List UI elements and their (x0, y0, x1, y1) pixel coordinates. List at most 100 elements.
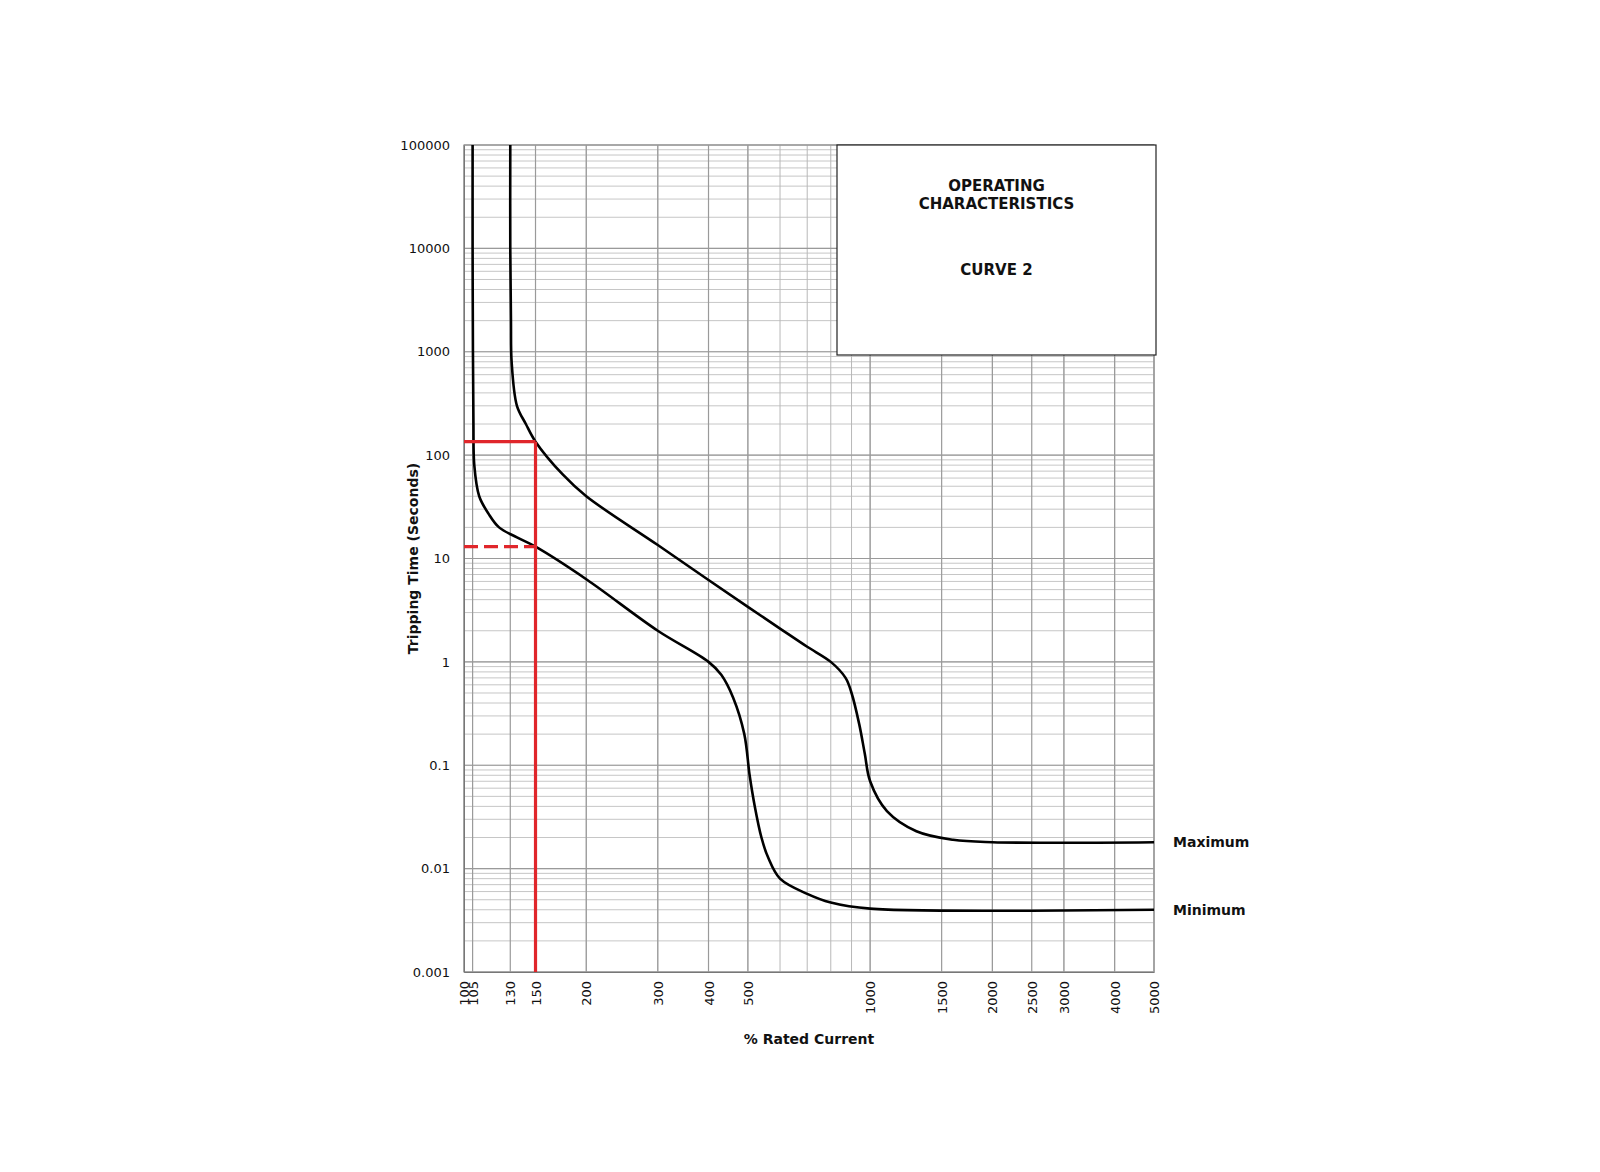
grid-line (464, 765, 1154, 766)
x-tick-label: 150 (529, 981, 544, 1006)
title: OPERATINGCHARACTERISTICS (919, 177, 1075, 213)
minor-grid-line (464, 775, 1154, 776)
y-tick-label: 100000 (400, 138, 450, 153)
y-tick: 0.1 (429, 758, 464, 773)
minor-grid-line (464, 563, 1154, 564)
minor-grid-line (464, 558, 1154, 559)
minor-grid-line (464, 581, 1154, 582)
minor-grid-line (464, 574, 1154, 575)
minor-grid-line (464, 884, 1154, 885)
x-tick: 2000 (985, 972, 1000, 1014)
y-tick-label: 1 (442, 655, 450, 670)
x-axis-title: % Rated Current (744, 1031, 875, 1047)
x-tick: 105 (466, 972, 481, 1006)
title-box (837, 145, 1156, 355)
y-tick-label: 0.01 (421, 861, 450, 876)
minor-grid-line (464, 599, 1154, 600)
x-tick: 2500 (1025, 972, 1040, 1014)
minor-grid-line (464, 891, 1154, 892)
minor-grid-line (464, 734, 1154, 735)
minor-grid-line (464, 692, 1154, 693)
minor-grid-line (464, 922, 1154, 923)
reference-line-horizontal (464, 440, 536, 443)
minor-grid-line (464, 496, 1154, 497)
minor-grid-line (464, 671, 1154, 672)
x-tick-label: 400 (702, 981, 717, 1006)
minor-grid-line (464, 715, 1154, 716)
grid-line (464, 661, 1154, 662)
minor-grid-line (464, 405, 1154, 406)
minor-grid-line (464, 424, 1154, 425)
minor-grid-line (464, 769, 1154, 770)
minor-grid-line (464, 459, 1154, 460)
y-tick: 100 (425, 448, 464, 463)
minor-grid-line (464, 781, 1154, 782)
minor-grid-line (464, 765, 1154, 766)
grid-line (464, 455, 1154, 456)
x-tick-label: 1500 (935, 981, 950, 1014)
minor-grid-line (464, 703, 1154, 704)
x-tick: 130 (503, 972, 518, 1006)
minor-grid-line (464, 509, 1154, 510)
y-tick-label: 0.1 (429, 758, 450, 773)
y-tick: 100000 (400, 138, 464, 153)
reference-line-vertical (534, 442, 537, 972)
x-axis: 1001051301502003004005001000150020002500… (457, 972, 1162, 1014)
title-line: CHARACTERISTICS (919, 195, 1075, 213)
x-tick-label: 4000 (1108, 981, 1123, 1014)
y-tick: 10000 (409, 241, 464, 256)
minor-grid-line (464, 612, 1154, 613)
minor-grid-line (464, 589, 1154, 590)
grid-line (464, 868, 1154, 869)
y-tick: 1000 (417, 344, 464, 359)
title-line: OPERATING (948, 177, 1045, 195)
minor-grid-line (464, 392, 1154, 393)
minor-grid-line (464, 788, 1154, 789)
minor-grid-line (464, 868, 1154, 869)
grid-line (535, 145, 536, 972)
x-tick: 200 (579, 972, 594, 1006)
y-axis: 0.001 0.01 0.1 1 10 100 1000 10000 100000 (400, 138, 464, 980)
minor-grid-line (464, 630, 1154, 631)
x-tick: 300 (651, 972, 666, 1006)
x-tick: 5000 (1147, 972, 1162, 1014)
x-axis-line (465, 972, 1155, 973)
y-tick-label: 1000 (417, 344, 450, 359)
x-tick: 500 (741, 972, 756, 1006)
x-tick-label: 5000 (1147, 981, 1162, 1014)
x-tick-label: 105 (466, 981, 481, 1006)
x-tick: 1000 (863, 972, 878, 1014)
x-tick-label: 130 (503, 981, 518, 1006)
chart: 100 105 130 150 200 300 400 500 1000 1500 2000 2500… (0, 0, 1600, 1172)
minor-grid-line (464, 677, 1154, 678)
minor-grid-line (464, 465, 1154, 466)
minor-grid-line (464, 684, 1154, 685)
y-tick-label: 100 (425, 448, 450, 463)
y-tick-label: 10 (433, 551, 450, 566)
x-tick-label: 3000 (1057, 981, 1072, 1014)
reference-line-horizontal (464, 545, 536, 548)
x-tick-label: 1000 (863, 981, 878, 1014)
minor-grid-line (464, 367, 1154, 368)
minor-grid-line (464, 837, 1154, 838)
x-tick-label: 200 (579, 981, 594, 1006)
minor-grid-line (464, 873, 1154, 874)
x-tick: 4000 (1108, 972, 1123, 1014)
minor-grid-line (464, 899, 1154, 900)
x-tick-label: 2500 (1025, 981, 1040, 1014)
y-axis-line (464, 146, 465, 973)
x-tick: 150 (529, 972, 544, 1006)
series-label: Maximum (1173, 834, 1249, 850)
minor-grid-line (464, 527, 1154, 528)
minor-grid-line (464, 356, 1154, 357)
series-label: Minimum (1173, 902, 1246, 918)
x-tick: 1500 (935, 972, 950, 1014)
minor-grid-line (464, 819, 1154, 820)
minor-grid-line (464, 666, 1154, 667)
minor-grid-line (464, 382, 1154, 383)
x-tick-label: 500 (741, 981, 756, 1006)
y-tick: 0.001 (413, 965, 464, 980)
x-tick-label: 300 (651, 981, 666, 1006)
y-tick-label: 0.001 (413, 965, 450, 980)
y-tick: 0.01 (421, 861, 464, 876)
